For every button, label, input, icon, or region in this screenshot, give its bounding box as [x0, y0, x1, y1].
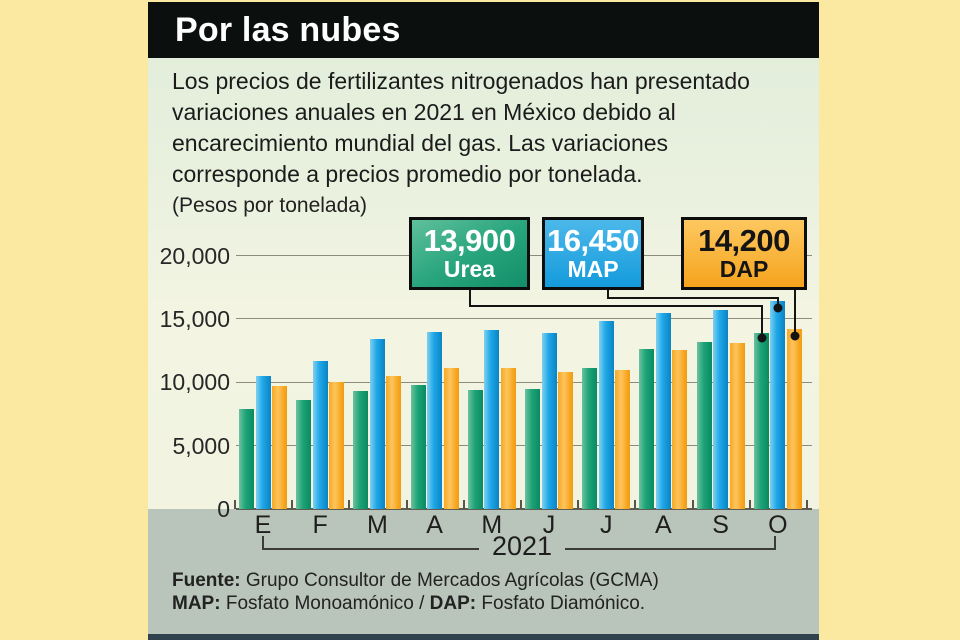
- bar-dap-E0: [272, 386, 287, 509]
- x-axis-tick: [462, 500, 465, 509]
- callout-dap: 14,200 DAP: [681, 217, 807, 290]
- month-label-J5: J: [542, 511, 556, 539]
- callout-map-value: 16,450: [547, 223, 639, 259]
- bar-map-J5: [541, 332, 557, 509]
- x-axis-tick: [634, 500, 637, 509]
- bar-urea-J5: [525, 388, 540, 509]
- x-axis-tick: [577, 500, 580, 509]
- bar-dap-F1: [329, 382, 345, 509]
- units-label: (Pesos por tonelada): [172, 194, 367, 217]
- month-label-E0: E: [254, 511, 272, 539]
- x-axis-tick: [748, 500, 751, 509]
- bar-map-F1: [312, 360, 328, 509]
- month-label-S8: S: [712, 511, 729, 539]
- callout-map-label: MAP: [567, 255, 619, 282]
- footer-term: DAP:: [429, 593, 477, 614]
- year-label: 2021: [491, 531, 553, 561]
- bar-urea-E0: [239, 408, 254, 509]
- bar-map-A7: [655, 312, 671, 509]
- footer-text: Fosfato Monoamónico /: [220, 593, 430, 614]
- month-label-M4: M: [481, 511, 503, 539]
- x-axis-tick: [234, 500, 236, 509]
- x-axis-tick: [520, 500, 522, 509]
- gridline-5,000: [236, 445, 812, 447]
- bar-dap-O9: [786, 329, 802, 509]
- definitions-line: MAP: Fosfato Monoamónico / DAP: Fosfato …: [172, 593, 645, 615]
- bar-dap-A3: [443, 368, 459, 509]
- bar-map-J6: [598, 320, 614, 509]
- bar-map-M4: [484, 330, 500, 509]
- footer-text: Fosfato Diamónico.: [476, 593, 646, 614]
- bar-dap-J5: [558, 372, 573, 509]
- bar-urea-J6: [582, 368, 598, 509]
- bar-urea-A3: [410, 384, 426, 509]
- month-label-A3: A: [426, 511, 443, 539]
- bar-urea-A7: [639, 348, 655, 509]
- bracket-right-stub: [774, 536, 776, 550]
- x-axis-tick: [348, 500, 351, 509]
- bracket-left-line: [262, 548, 479, 550]
- footer-text: Grupo Consultor de Mercados Agrícolas (G…: [240, 570, 659, 591]
- callout-dap-label: DAP: [719, 255, 769, 282]
- bracket-left-stub: [262, 536, 264, 550]
- page-title: Por las nubes: [175, 10, 401, 49]
- month-label-F1: F: [312, 511, 328, 539]
- ytick-label: 20,000: [159, 242, 230, 269]
- bar-dap-A7: [672, 349, 688, 509]
- gridline-10,000: [236, 381, 812, 383]
- callout-urea-value: 13,900: [423, 223, 516, 259]
- footer-term: MAP:: [172, 593, 221, 614]
- month-label-A7: A: [655, 511, 672, 539]
- bar-urea-F1: [296, 400, 312, 509]
- bar-dap-J6: [615, 369, 631, 509]
- callout-dap-value: 14,200: [698, 223, 790, 259]
- bar-map-E0: [255, 375, 271, 509]
- axis-band: [148, 509, 819, 635]
- month-label-M2: M: [366, 511, 388, 539]
- bar-urea-S8: [696, 341, 712, 509]
- bar-dap-M4: [500, 368, 516, 509]
- ytick-label: 5,000: [172, 432, 230, 459]
- ytick-label: 15,000: [159, 305, 230, 332]
- callout-urea-label: Urea: [443, 255, 496, 282]
- ytick-label: 0: [217, 496, 230, 522]
- bar-dap-S8: [729, 343, 745, 509]
- bar-map-O9: [770, 300, 786, 509]
- x-axis-tick: [291, 500, 294, 509]
- month-label-J6: J: [599, 511, 613, 539]
- bracket-right-line: [565, 548, 776, 550]
- month-label-O9: O: [768, 511, 788, 539]
- title-bar: Por las nubes: [148, 2, 819, 58]
- bottom-strip: [148, 634, 819, 640]
- ytick-label: 10,000: [159, 369, 230, 396]
- callout-map: 16,450 MAP: [542, 217, 644, 290]
- bar-urea-M2: [353, 391, 369, 509]
- x-axis-tick: [405, 500, 408, 509]
- bar-map-S8: [713, 310, 729, 509]
- bar-urea-M4: [467, 389, 483, 509]
- bar-map-A3: [427, 331, 443, 509]
- bar-map-M2: [369, 339, 385, 509]
- x-axis-line: [236, 507, 812, 510]
- x-axis-tick: [806, 500, 808, 509]
- intro-text: Los precios de fertilizantes nitrogenado…: [172, 68, 750, 187]
- bar-urea-O9: [753, 332, 769, 509]
- source-line: Fuente: Grupo Consultor de Mercados Agrí…: [172, 570, 659, 592]
- bar-dap-M2: [386, 375, 402, 509]
- x-axis-tick: [691, 500, 694, 509]
- callout-urea: 13,900 Urea: [409, 217, 530, 290]
- footer-term: Fuente:: [172, 570, 241, 591]
